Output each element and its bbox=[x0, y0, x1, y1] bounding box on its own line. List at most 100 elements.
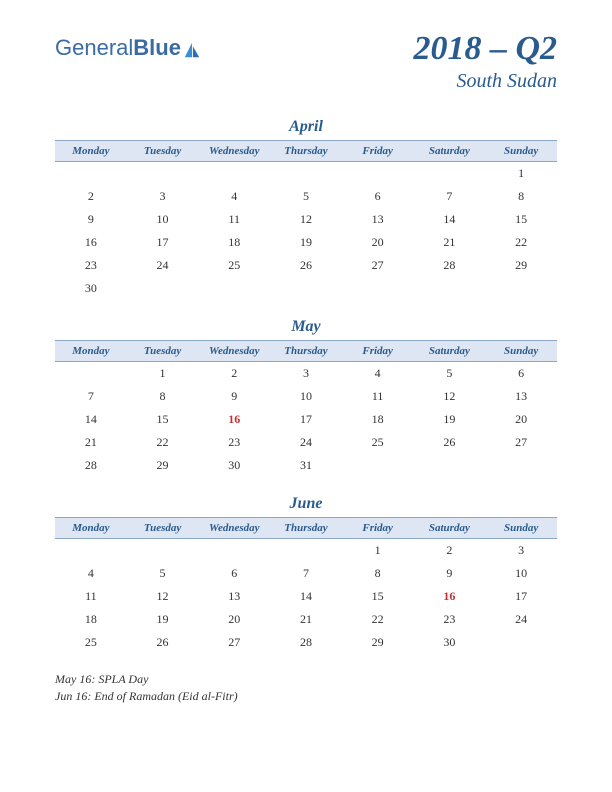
weekday-header: Friday bbox=[342, 341, 414, 362]
calendar-day: 10 bbox=[270, 385, 342, 408]
calendar-day: 8 bbox=[485, 185, 557, 208]
calendar-day: 19 bbox=[270, 231, 342, 254]
weekday-header: Wednesday bbox=[198, 141, 270, 162]
weekday-header: Monday bbox=[55, 518, 127, 539]
calendar-day: 5 bbox=[270, 185, 342, 208]
calendar-day: 16 bbox=[55, 231, 127, 254]
calendar-row: 16171819202122 bbox=[55, 231, 557, 254]
weekday-header: Wednesday bbox=[198, 341, 270, 362]
calendar-day bbox=[414, 454, 486, 477]
logo-text-1: General bbox=[55, 35, 133, 61]
weekday-header: Thursday bbox=[270, 141, 342, 162]
calendar-day bbox=[414, 277, 486, 300]
calendar-day: 10 bbox=[127, 208, 199, 231]
weekday-header: Thursday bbox=[270, 341, 342, 362]
calendar-day: 26 bbox=[270, 254, 342, 277]
page-title: 2018 – Q2 bbox=[413, 30, 557, 68]
calendar-day: 24 bbox=[270, 431, 342, 454]
calendar-day: 7 bbox=[55, 385, 127, 408]
calendar-day: 22 bbox=[485, 231, 557, 254]
calendar-day: 3 bbox=[127, 185, 199, 208]
calendar-day: 9 bbox=[414, 562, 486, 585]
calendar-day: 8 bbox=[127, 385, 199, 408]
calendar-day: 21 bbox=[414, 231, 486, 254]
calendar-day: 13 bbox=[342, 208, 414, 231]
calendar-day: 24 bbox=[127, 254, 199, 277]
calendar-row: 23242526272829 bbox=[55, 254, 557, 277]
calendar-day: 24 bbox=[485, 608, 557, 631]
calendar-day: 6 bbox=[485, 362, 557, 386]
calendar-day: 12 bbox=[127, 585, 199, 608]
calendar-day bbox=[127, 162, 199, 186]
logo-text-2: Blue bbox=[133, 35, 181, 61]
calendar-day: 27 bbox=[342, 254, 414, 277]
calendar-day: 14 bbox=[414, 208, 486, 231]
weekday-header: Monday bbox=[55, 141, 127, 162]
calendar-day: 28 bbox=[55, 454, 127, 477]
calendar-day: 4 bbox=[342, 362, 414, 386]
calendar-day bbox=[414, 162, 486, 186]
calendar-day: 18 bbox=[55, 608, 127, 631]
calendar-day: 15 bbox=[485, 208, 557, 231]
calendar-day: 12 bbox=[270, 208, 342, 231]
calendar-day bbox=[342, 162, 414, 186]
calendar-day: 16 bbox=[414, 585, 486, 608]
calendar-day: 7 bbox=[270, 562, 342, 585]
calendar-row: 78910111213 bbox=[55, 385, 557, 408]
calendar-day: 30 bbox=[55, 277, 127, 300]
calendar-row: 30 bbox=[55, 277, 557, 300]
calendar-day: 14 bbox=[55, 408, 127, 431]
calendar-day bbox=[198, 162, 270, 186]
calendar-day: 30 bbox=[414, 631, 486, 654]
calendar-table: MondayTuesdayWednesdayThursdayFridaySatu… bbox=[55, 517, 557, 654]
holiday-entry: Jun 16: End of Ramadan (Eid al-Fitr) bbox=[55, 689, 557, 704]
weekday-header: Sunday bbox=[485, 141, 557, 162]
title-block: 2018 – Q2 South Sudan bbox=[413, 30, 557, 93]
calendar-day bbox=[198, 539, 270, 563]
calendar-row: 123456 bbox=[55, 362, 557, 386]
calendar-day: 21 bbox=[270, 608, 342, 631]
calendar-day: 19 bbox=[127, 608, 199, 631]
calendar-day: 6 bbox=[198, 562, 270, 585]
calendar-row: 14151617181920 bbox=[55, 408, 557, 431]
calendar-day bbox=[55, 362, 127, 386]
month-name: June bbox=[55, 495, 557, 513]
calendar-day: 23 bbox=[198, 431, 270, 454]
calendar-day: 3 bbox=[270, 362, 342, 386]
calendar-day bbox=[127, 539, 199, 563]
calendar-day bbox=[127, 277, 199, 300]
calendar-row: 21222324252627 bbox=[55, 431, 557, 454]
calendar-day: 3 bbox=[485, 539, 557, 563]
calendar-day: 10 bbox=[485, 562, 557, 585]
calendar-day bbox=[485, 454, 557, 477]
calendar-day: 17 bbox=[485, 585, 557, 608]
calendar-row: 11121314151617 bbox=[55, 585, 557, 608]
calendar-day: 28 bbox=[414, 254, 486, 277]
calendar-day bbox=[485, 277, 557, 300]
calendar-day: 17 bbox=[270, 408, 342, 431]
calendar-month: June MondayTuesdayWednesdayThursdayFriday… bbox=[55, 495, 557, 654]
calendar-row: 1 bbox=[55, 162, 557, 186]
calendar-day: 25 bbox=[342, 431, 414, 454]
calendar-day: 14 bbox=[270, 585, 342, 608]
month-name: May bbox=[55, 318, 557, 336]
weekday-header: Tuesday bbox=[127, 341, 199, 362]
calendar-day: 15 bbox=[127, 408, 199, 431]
weekday-header: Sunday bbox=[485, 518, 557, 539]
calendar-day: 30 bbox=[198, 454, 270, 477]
calendar-day: 25 bbox=[55, 631, 127, 654]
logo: GeneralBlue bbox=[55, 35, 201, 61]
calendar-day: 29 bbox=[127, 454, 199, 477]
calendar-day: 9 bbox=[198, 385, 270, 408]
calendar-day: 22 bbox=[342, 608, 414, 631]
calendar-day: 29 bbox=[485, 254, 557, 277]
header: GeneralBlue 2018 – Q2 South Sudan bbox=[55, 30, 557, 93]
calendar-day bbox=[270, 162, 342, 186]
calendar-day: 11 bbox=[198, 208, 270, 231]
weekday-header: Friday bbox=[342, 518, 414, 539]
calendar-day: 13 bbox=[198, 585, 270, 608]
calendar-day: 21 bbox=[55, 431, 127, 454]
month-name: April bbox=[55, 118, 557, 136]
weekday-header: Friday bbox=[342, 141, 414, 162]
holiday-list: May 16: SPLA DayJun 16: End of Ramadan (… bbox=[55, 672, 557, 704]
